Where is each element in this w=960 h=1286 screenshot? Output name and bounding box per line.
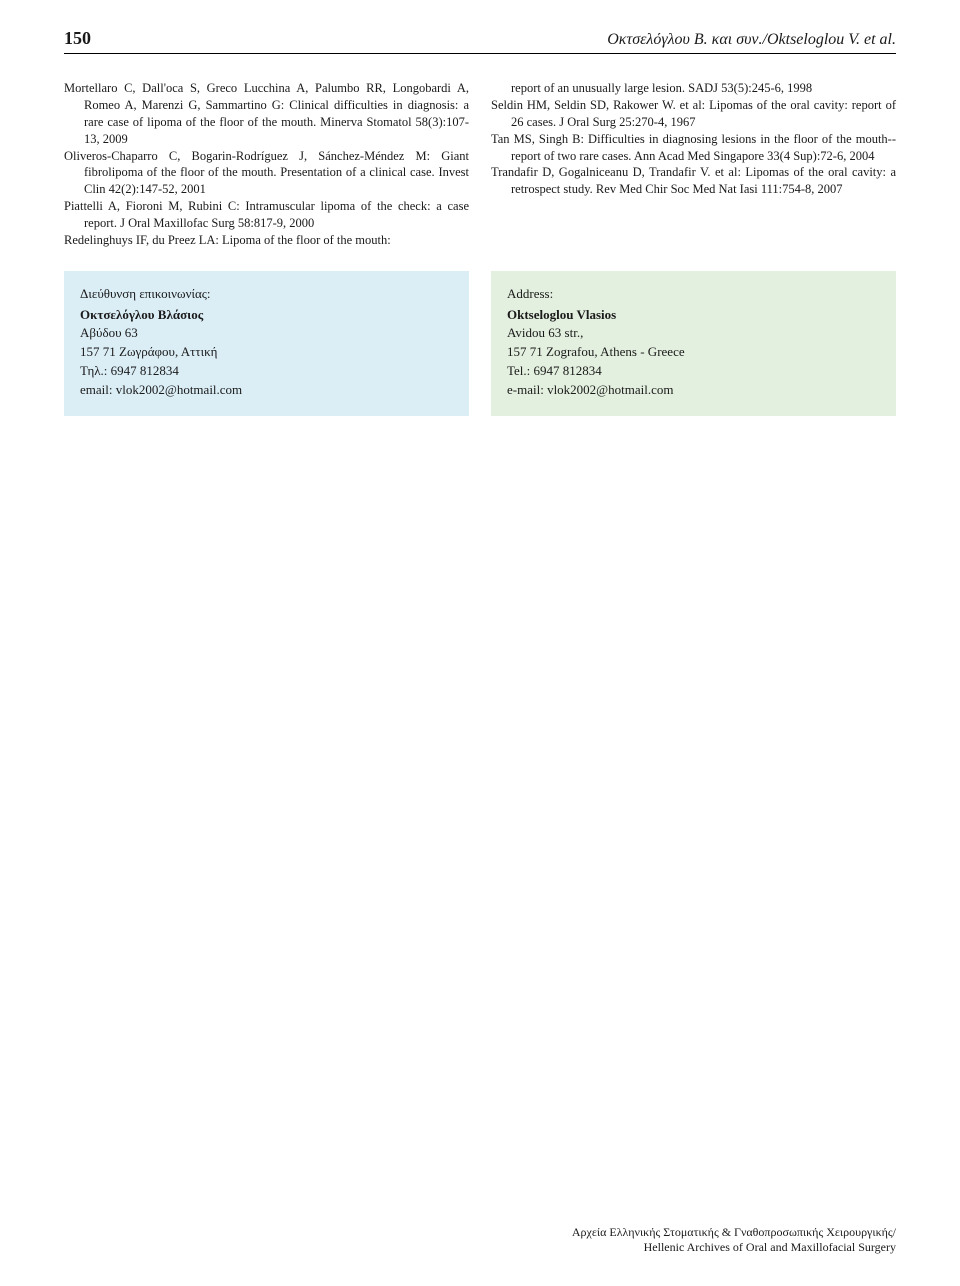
reference-entry: Seldin HM, Seldin SD, Rakower W. et al: … [491,97,896,131]
address-email: email: vlok2002@hotmail.com [80,381,453,400]
references-right-column: report of an unusually large lesion. SAD… [491,80,896,249]
reference-entry: Piattelli A, Fioroni M, Rubini C: Intram… [64,198,469,232]
reference-entry: Tan MS, Singh B: Difficulties in diagnos… [491,131,896,165]
page-header: 150 Οκτσελόγλου Β. και συν./Oktseloglou … [64,28,896,54]
running-head: Οκτσελόγλου Β. και συν./Oktseloglou V. e… [607,31,896,49]
address-line: 157 71 Zografou, Athens - Greece [507,343,880,362]
page-footer: Αρχεία Ελληνικής Στοματικής & Γναθοπροσω… [572,1225,896,1256]
address-name: Οκτσελόγλου Βλάσιος [80,306,453,325]
footer-line: Hellenic Archives of Oral and Maxillofac… [572,1240,896,1256]
reference-entry-continuation: report of an unusually large lesion. SAD… [491,80,896,97]
reference-entry: Oliveros-Chaparro C, Bogarin-Rodríguez J… [64,148,469,199]
address-line: Τηλ.: 6947 812834 [80,362,453,381]
contact-address-english: Address: Oktseloglou Vlasios Avidou 63 s… [491,271,896,416]
reference-entry: Mortellaro C, Dall'oca S, Greco Lucchina… [64,80,469,148]
contact-address-greek: Διεύθυνση επικοινωνίας: Οκτσελόγλου Βλάσ… [64,271,469,416]
reference-entry: Redelinghuys IF, du Preez LA: Lipoma of … [64,232,469,249]
address-heading: Διεύθυνση επικοινωνίας: [80,285,453,304]
address-row: Διεύθυνση επικοινωνίας: Οκτσελόγλου Βλάσ… [64,271,896,416]
reference-entry: Trandafir D, Gogalniceanu D, Trandafir V… [491,164,896,198]
address-name: Oktseloglou Vlasios [507,306,880,325]
references-left-column: Mortellaro C, Dall'oca S, Greco Lucchina… [64,80,469,249]
page-number: 150 [64,28,91,49]
address-line: Avidou 63 str., [507,324,880,343]
address-email: e-mail: vlok2002@hotmail.com [507,381,880,400]
footer-line: Αρχεία Ελληνικής Στοματικής & Γναθοπροσω… [572,1225,896,1241]
references-columns: Mortellaro C, Dall'oca S, Greco Lucchina… [64,80,896,249]
address-line: 157 71 Ζωγράφου, Αττική [80,343,453,362]
address-line: Tel.: 6947 812834 [507,362,880,381]
address-heading: Address: [507,285,880,304]
address-line: Αβύδου 63 [80,324,453,343]
